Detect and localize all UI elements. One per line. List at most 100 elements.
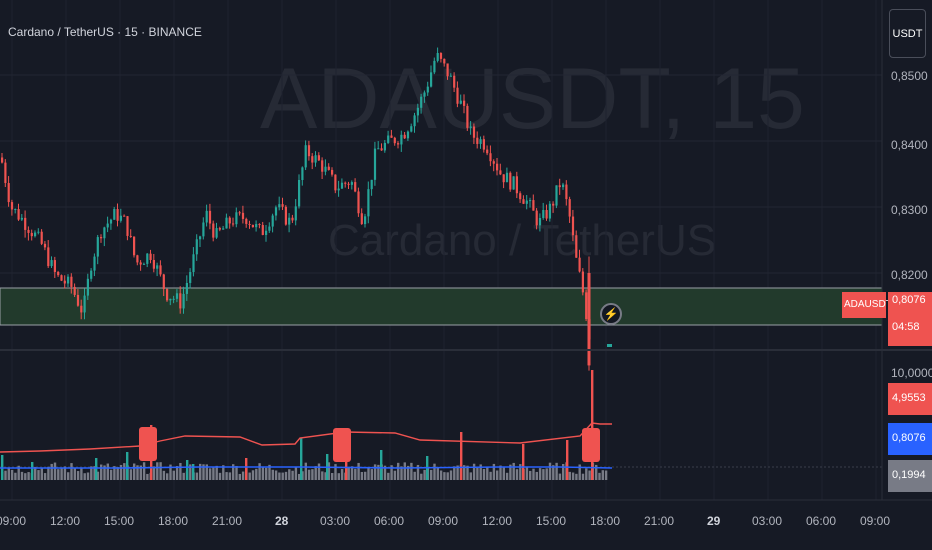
candle <box>367 181 370 224</box>
candle <box>195 234 198 261</box>
volume-bar <box>535 471 538 480</box>
candle <box>545 204 548 221</box>
volume-bar <box>571 472 575 480</box>
volume-bar <box>152 466 156 480</box>
volume-bar <box>499 465 502 480</box>
candle <box>370 179 373 196</box>
volume-bar <box>182 472 185 480</box>
candle <box>57 270 60 277</box>
candle <box>278 196 281 211</box>
volume-bar <box>410 462 413 480</box>
candle <box>274 205 278 221</box>
candle <box>397 141 400 149</box>
volume-bar <box>146 473 149 480</box>
volume-bar <box>24 473 27 480</box>
candle <box>119 208 122 223</box>
watermark-name: Cardano / TetherUS <box>328 216 717 265</box>
volume-bar <box>390 465 393 480</box>
candle <box>222 225 225 230</box>
volume-spike <box>192 464 195 480</box>
candle <box>337 180 340 197</box>
volume-bar <box>169 464 172 480</box>
volume-bar <box>439 470 443 480</box>
candle <box>499 163 502 176</box>
candle <box>53 256 56 278</box>
candle <box>522 195 525 205</box>
candle <box>331 167 334 177</box>
time-label: 18:00 <box>158 514 189 528</box>
indicator-axis-label: 10,0000 <box>891 366 932 380</box>
volume-bar <box>159 462 162 480</box>
candle <box>86 273 89 300</box>
time-label: 15:00 <box>104 514 135 528</box>
volume-bar <box>446 472 449 480</box>
time-label: 15:00 <box>536 514 567 528</box>
volume-bar <box>228 472 232 480</box>
volume-bar <box>377 464 380 480</box>
symbol-title[interactable]: Cardano / TetherUS · 15 · BINANCE <box>8 25 202 39</box>
candle <box>192 247 195 277</box>
volume-spike <box>380 450 383 480</box>
candle <box>581 268 584 296</box>
candle <box>364 213 367 228</box>
candle <box>433 57 436 75</box>
candle <box>489 145 492 167</box>
candle <box>268 222 271 233</box>
candle <box>202 217 205 240</box>
volume-bar <box>562 464 565 480</box>
candle <box>324 159 327 176</box>
volume-bar <box>314 466 317 480</box>
candle <box>4 159 7 188</box>
volume-bar <box>76 471 80 480</box>
volume-bar <box>202 464 205 480</box>
candle <box>255 220 258 232</box>
volume-bar <box>598 472 601 480</box>
volume-bar <box>255 468 258 480</box>
volume-bar <box>142 462 146 480</box>
volume-bar <box>86 472 90 480</box>
volume-bar <box>103 465 106 480</box>
signal-marker <box>582 428 600 462</box>
volume-bar <box>218 472 222 480</box>
volume-bar <box>195 472 199 480</box>
volume-bar <box>453 466 456 480</box>
volume-bar <box>397 462 400 480</box>
price-label: 0,8500 <box>891 69 928 83</box>
candle <box>47 240 50 268</box>
candle <box>496 157 499 176</box>
volume-bar <box>486 467 489 480</box>
volume-bar <box>367 467 370 480</box>
volume-bar <box>212 467 215 480</box>
volume-bar <box>552 465 555 480</box>
candle <box>413 112 416 133</box>
candle <box>126 215 129 241</box>
volume-bar <box>43 473 47 480</box>
lightning-icon[interactable]: ⚡ <box>600 303 622 325</box>
volume-bar <box>364 471 367 480</box>
volume-bar <box>327 462 331 480</box>
candle <box>149 249 152 264</box>
volume-bar <box>301 471 304 480</box>
candle <box>185 275 188 301</box>
ticker-tag: ADAUSDT <box>842 292 892 318</box>
candle <box>291 214 294 223</box>
time-label: 28 <box>275 514 289 528</box>
candle <box>63 275 66 289</box>
currency-unit-button[interactable]: USDT <box>889 9 926 58</box>
volume-spike <box>31 462 34 480</box>
volume-bar <box>139 465 142 480</box>
volume-bar <box>225 472 228 480</box>
volume-bar <box>14 472 17 480</box>
indicator-red-value: 4,9553 <box>888 383 932 415</box>
candle <box>532 194 535 211</box>
volume-bar <box>505 472 509 480</box>
candle <box>106 216 109 233</box>
volume-bar <box>334 464 337 480</box>
volume-bar <box>317 463 321 480</box>
candle <box>492 159 495 172</box>
candle <box>443 58 446 67</box>
volume-bar <box>413 471 416 480</box>
candle <box>479 136 482 149</box>
volume-bar <box>393 470 397 480</box>
